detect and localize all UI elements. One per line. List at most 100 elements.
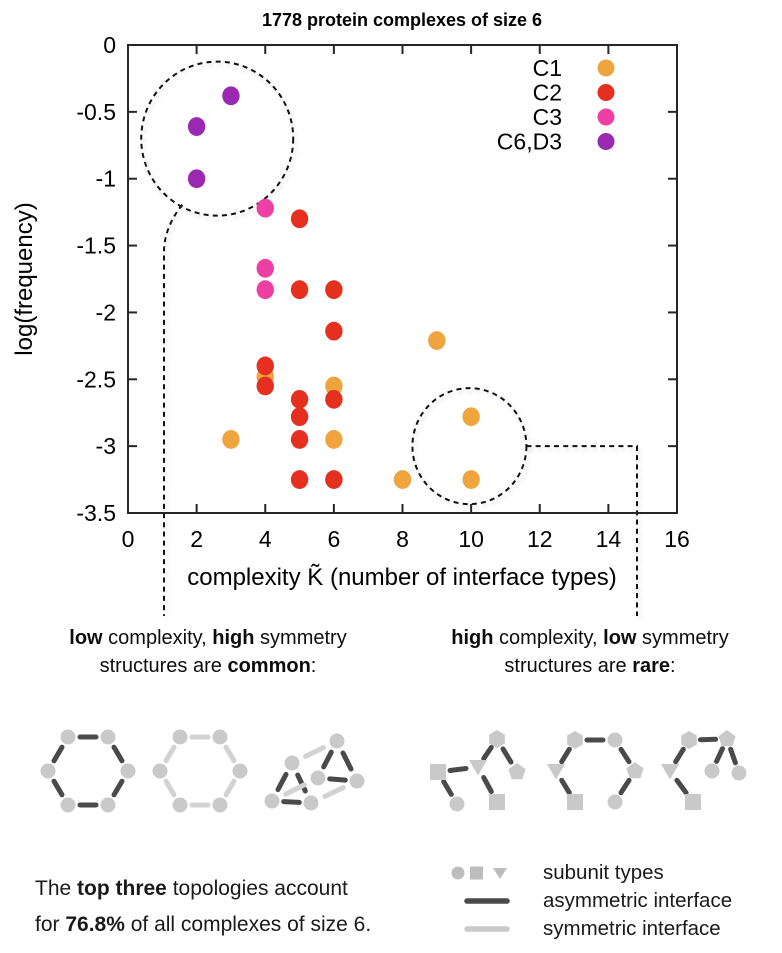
square-subunit-node [489, 794, 505, 810]
right-cluster-leader-line [526, 445, 638, 616]
data-point-c2 [256, 356, 274, 376]
scatter-plot-svg: 1778 protein complexes of size 6 0 2 4 6 8 10 1… [11, 10, 690, 616]
circle-subunit-node [152, 763, 168, 779]
circle-subunit-node [120, 763, 136, 779]
y-tick-label: -1.5 [76, 233, 116, 259]
legend-label-c6-d3: C6,D3 [497, 129, 562, 155]
emphasized-text: low [603, 627, 637, 649]
data-point-c1 [462, 407, 480, 427]
data-point-c2 [325, 280, 343, 300]
circle-subunit-node [212, 797, 228, 813]
data-point-c1 [428, 331, 446, 350]
asymmetric-interface-edge [321, 749, 334, 770]
data-point-c1 [325, 376, 343, 396]
cluster-annotations [140, 60, 638, 616]
legend-row-label: asymmetric interface [543, 889, 733, 912]
text-segment: of all complexes of size 6. [124, 913, 372, 936]
circle-subunit-node [449, 796, 465, 812]
circle-subunit-node [607, 794, 623, 810]
y-tick-label: -3.5 [76, 500, 116, 526]
symmetric-interface-edge [322, 785, 346, 799]
legend-row-label: subunit types [543, 861, 664, 884]
circle-subunit-node [731, 765, 747, 781]
asymmetric-interface-edge [481, 744, 494, 762]
text-segment: symmetry structures are [99, 627, 347, 677]
asymmetric-interface-edge [559, 777, 572, 796]
legend-row: asymmetric interface [448, 887, 732, 915]
symmetric-line-icon [464, 926, 510, 932]
legend-row: subunit types [448, 859, 732, 887]
top-three-topologies-note: The top three topologies account for 76.… [35, 871, 395, 943]
data-point-c2 [290, 407, 309, 427]
data-point-c2 [290, 430, 309, 449]
emphasized-text: common [227, 655, 311, 677]
y-tick-label: -3 [96, 433, 116, 459]
data-point-c2 [290, 280, 309, 300]
legend-label-c2: C2 [533, 80, 562, 106]
asymmetric-interface-edge [714, 746, 725, 764]
data-point-c3 [256, 258, 274, 278]
asymmetric-interface-edge [618, 746, 632, 765]
data-point-c1 [462, 470, 480, 489]
asymmetric-interface-edge [559, 746, 572, 765]
symmetric-interface-edge [223, 778, 237, 798]
asymmetric-interface-edge [500, 746, 514, 765]
text-segment: The [35, 877, 78, 900]
asymmetric-interface-edge [447, 766, 469, 773]
data-point-c2 [290, 209, 309, 229]
circle-subunit-node [607, 732, 623, 748]
symmetric-interface-edge [283, 782, 307, 797]
data-point-c1 [393, 470, 412, 489]
pentagon-subunit-node [508, 763, 526, 780]
pentagon-subunit-node [718, 730, 736, 747]
data-point-c1 [222, 430, 240, 449]
x-tick-label: 16 [664, 526, 690, 552]
data-point-c2 [325, 470, 343, 489]
x-tick-label: 12 [527, 526, 553, 552]
emphasized-text: high [212, 627, 255, 649]
data-point-c2 [290, 389, 309, 409]
asymmetric-interface-edge [340, 750, 354, 772]
legend-label-c3: C3 [533, 104, 562, 130]
legend-marker-icon [597, 59, 615, 77]
topology-diagram-hetero-tree-2 [661, 730, 747, 810]
data-point-c2 [325, 389, 343, 409]
circle-subunit-node [100, 729, 116, 745]
circle-subunit-node [40, 763, 56, 779]
circle-subunit-node [172, 729, 188, 745]
asymmetric-interface-edge [111, 744, 125, 764]
data-point-c2 [325, 321, 343, 341]
circle-subunit-node [310, 770, 326, 786]
tick-labels: 0 2 4 6 8 10 12 14 16 0 -0.5 -1 -1.5 -2 -2.5 -3 -3.5 [76, 32, 689, 552]
circle-subunit-node [60, 797, 76, 813]
data-point-c3 [256, 198, 274, 218]
y-tick-label: -0.5 [76, 99, 116, 125]
asymmetric-interface-edge [441, 779, 454, 797]
circle-subunit-node [172, 797, 188, 813]
x-tick-label: 6 [327, 526, 340, 552]
hexagon-subunit-node [567, 731, 583, 749]
data-point-c1 [325, 430, 343, 449]
emphasized-text: low [69, 627, 103, 649]
topology-diagram-hetero-tree-1 [430, 730, 526, 812]
circle-subunit-node [303, 795, 319, 811]
symmetric-interface-edge [223, 744, 237, 764]
asymmetric-interface-edge [51, 778, 65, 798]
legend-row: symmetric interface [448, 915, 732, 943]
asymmetric-interface-edge [275, 771, 289, 793]
data-point-c2 [256, 376, 274, 396]
asymmetric-line-icon [464, 898, 510, 904]
symmetric-interface-edge [163, 744, 177, 764]
data-point-c6-d3 [187, 117, 206, 136]
legend-marker-icon [597, 84, 615, 101]
asymmetric-interface-edge [728, 746, 738, 766]
emphasized-text: 76.8% [65, 913, 125, 936]
text-segment: topologies account for [35, 877, 348, 936]
topology-diagram-hexamer-ring-asymmetric [40, 729, 136, 813]
x-tick-label: 10 [458, 526, 484, 552]
x-tick-label: 2 [190, 526, 203, 552]
legend-marker-icon [597, 108, 615, 126]
pentagon-subunit-node [626, 762, 644, 779]
circle-subunit-node [232, 763, 248, 779]
legend-row-label: symmetric interface [543, 917, 721, 940]
